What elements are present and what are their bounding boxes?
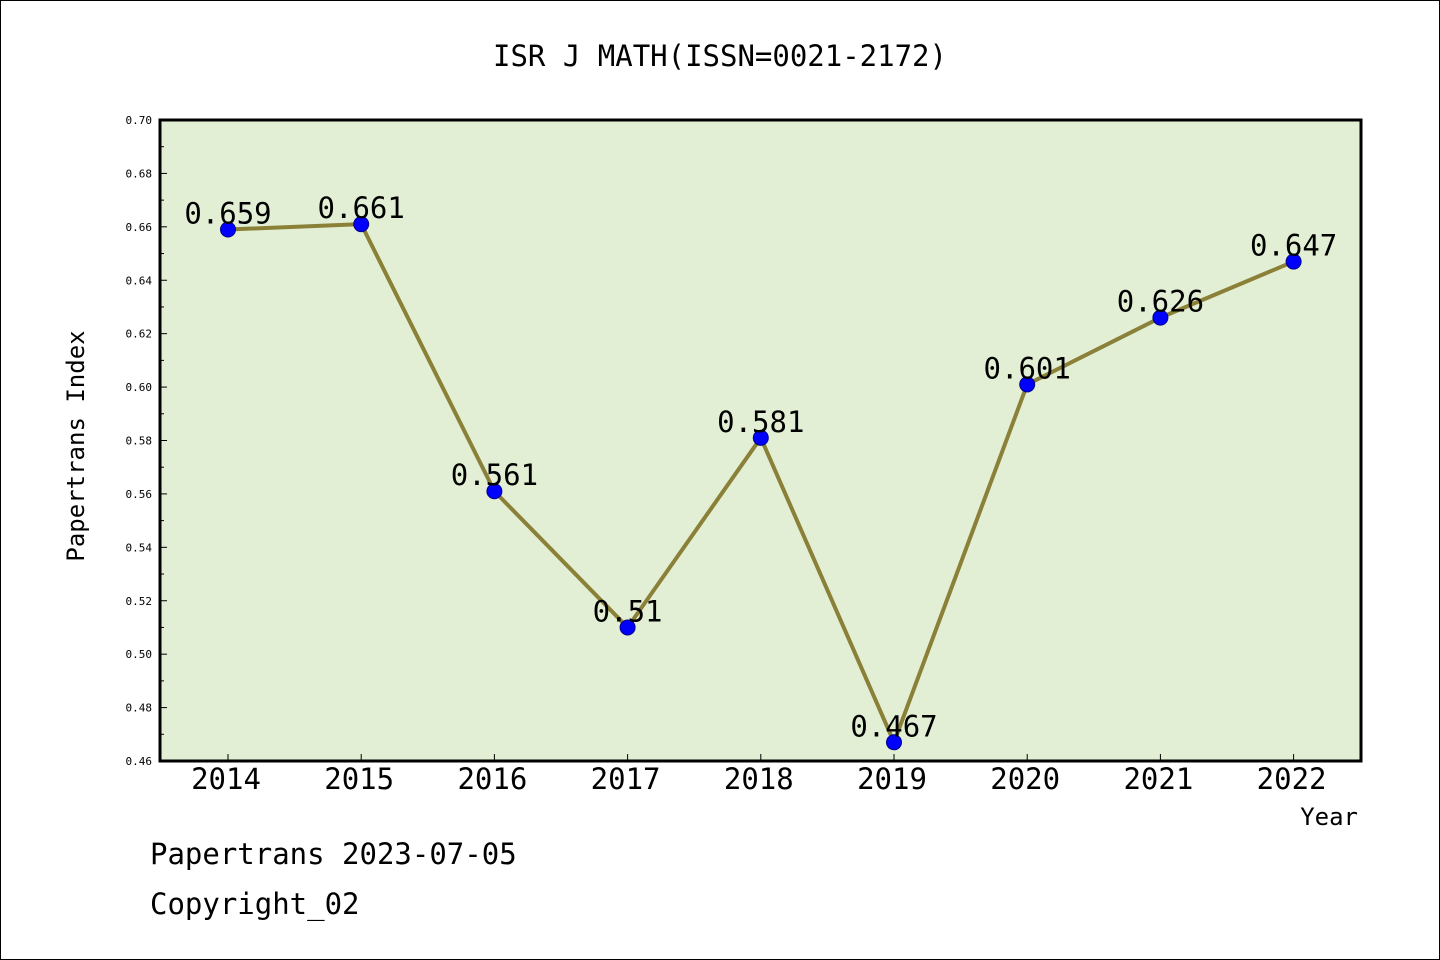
data-point	[1019, 376, 1036, 393]
x-tick-label: 2020	[990, 762, 1060, 796]
data-label: 0.601	[984, 351, 1071, 385]
y-tick-label: 0.54	[126, 541, 153, 554]
data-label: 0.51	[593, 594, 663, 628]
data-point	[353, 216, 370, 233]
y-tick-label: 0.68	[126, 167, 153, 180]
y-axis-label: Papertrans Index	[62, 330, 90, 561]
data-label: 0.467	[850, 709, 937, 743]
data-label: 0.659	[184, 197, 271, 231]
data-label: 0.581	[717, 405, 804, 439]
data-point	[486, 483, 503, 500]
x-tick-label: 2014	[191, 762, 261, 796]
data-point	[886, 734, 902, 751]
chart-title: ISR J MATH(ISSN=0021-2172)	[493, 39, 947, 73]
x-tick-label: 2016	[457, 762, 527, 796]
data-point	[619, 619, 636, 636]
x-tick-label: 2015	[324, 762, 394, 796]
footer-date: Papertrans 2023-07-05	[150, 837, 517, 871]
x-axis-label: Year	[1300, 803, 1358, 831]
y-tick-label: 0.48	[126, 702, 153, 715]
x-tick-label: 2021	[1123, 762, 1193, 796]
footer-copyright: Copyright_02	[150, 887, 360, 922]
y-tick-label: 0.64	[126, 274, 153, 287]
x-tick-label: 2017	[591, 762, 661, 796]
y-tick-label: 0.50	[126, 648, 153, 661]
data-label: 0.561	[451, 458, 538, 492]
data-label: 0.626	[1117, 285, 1204, 319]
data-label: 0.661	[318, 191, 405, 225]
x-tick-label: 2018	[724, 762, 794, 796]
x-axis: 2014 2015 2016 2017 2018 2019 2020 2021 2022	[191, 754, 1327, 796]
data-point	[220, 221, 236, 238]
y-tick-label: 0.52	[126, 595, 153, 608]
data-point	[1285, 253, 1302, 270]
y-tick-label: 0.58	[126, 435, 153, 448]
y-tick-label: 0.56	[126, 488, 153, 501]
data-label: 0.647	[1250, 229, 1337, 263]
y-tick-label: 0.60	[126, 381, 153, 394]
data-point	[1152, 309, 1169, 326]
x-tick-label: 2022	[1257, 762, 1327, 796]
y-tick-label: 0.46	[126, 755, 153, 768]
x-tick-label: 2019	[857, 762, 927, 796]
series-group: 0.659 0.661 0.561 0.51 0.581 0.467 0.601 0.626 0…	[184, 191, 1337, 751]
y-tick-label: 0.66	[126, 221, 153, 234]
y-tick-label: 0.62	[126, 328, 153, 341]
y-tick-label: 0.70	[126, 114, 153, 127]
y-axis: 0.46 0.48 0.50 0.52 0.54 0.56 0.58 0.60 0.62 0.64…	[126, 114, 167, 768]
data-point	[752, 429, 769, 446]
